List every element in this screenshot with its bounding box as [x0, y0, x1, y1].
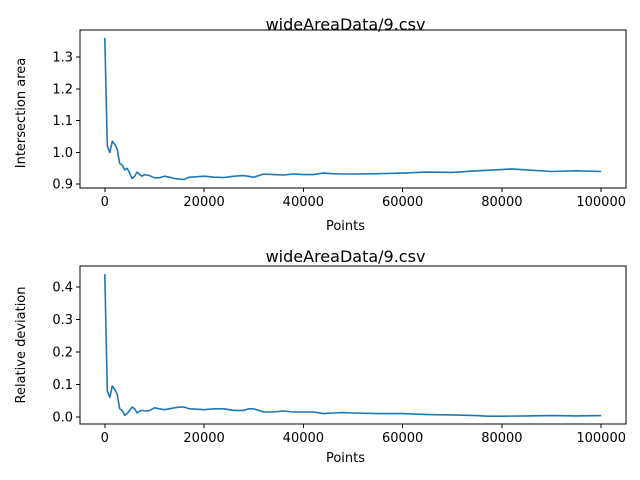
x-tick-label: 40000	[283, 195, 324, 210]
plot-frame	[79, 29, 627, 189]
y-tick-label: 1.3	[52, 51, 73, 66]
axis-ticks: 0 20000 40000 60000 80000 100000 0.0 0.1 0.2 0.3 0…	[52, 281, 626, 446]
y-tick-label: 0.1	[52, 378, 73, 393]
y-axis-label: Relative deviation	[14, 287, 29, 404]
axis-ticks: 0 20000 40000 60000 80000 100000 0.9 1.0 1.1 1.2 1…	[52, 51, 626, 210]
x-tick-label: 0	[101, 431, 109, 446]
x-tick-label: 100000	[576, 195, 626, 210]
x-tick-label: 60000	[382, 195, 423, 210]
y-tick-label: 0.9	[52, 178, 73, 193]
series-line	[104, 37, 602, 181]
x-tick-label: 80000	[481, 195, 522, 210]
y-tick-label: 1.1	[52, 114, 73, 129]
plot-frame	[79, 265, 627, 425]
x-tick-label: 20000	[183, 431, 224, 446]
y-tick-label: 0.2	[52, 345, 73, 360]
x-tick-label: 80000	[481, 431, 522, 446]
x-tick-label: 20000	[183, 195, 224, 210]
chart-intersection-area: wideAreaData/9.csv Points Intersection a…	[14, 15, 627, 234]
chart-title: wideAreaData/9.csv	[266, 247, 426, 266]
y-tick-label: 1.2	[52, 82, 73, 97]
y-axis-label: Intersection area	[14, 58, 29, 168]
x-tick-label: 40000	[283, 431, 324, 446]
series-line	[104, 274, 602, 418]
y-tick-label: 0.4	[52, 281, 73, 296]
y-tick-label: 1.0	[52, 146, 73, 161]
y-tick-label: 0.0	[52, 410, 73, 425]
x-tick-label: 100000	[576, 431, 626, 446]
x-tick-label: 0	[101, 195, 109, 210]
y-tick-label: 0.3	[52, 313, 73, 328]
x-tick-label: 60000	[382, 431, 423, 446]
x-axis-label: Points	[326, 219, 365, 234]
chart-relative-deviation: wideAreaData/9.csv Points Relative devia…	[14, 247, 627, 466]
chart-title: wideAreaData/9.csv	[266, 15, 426, 34]
x-axis-label: Points	[326, 451, 365, 466]
